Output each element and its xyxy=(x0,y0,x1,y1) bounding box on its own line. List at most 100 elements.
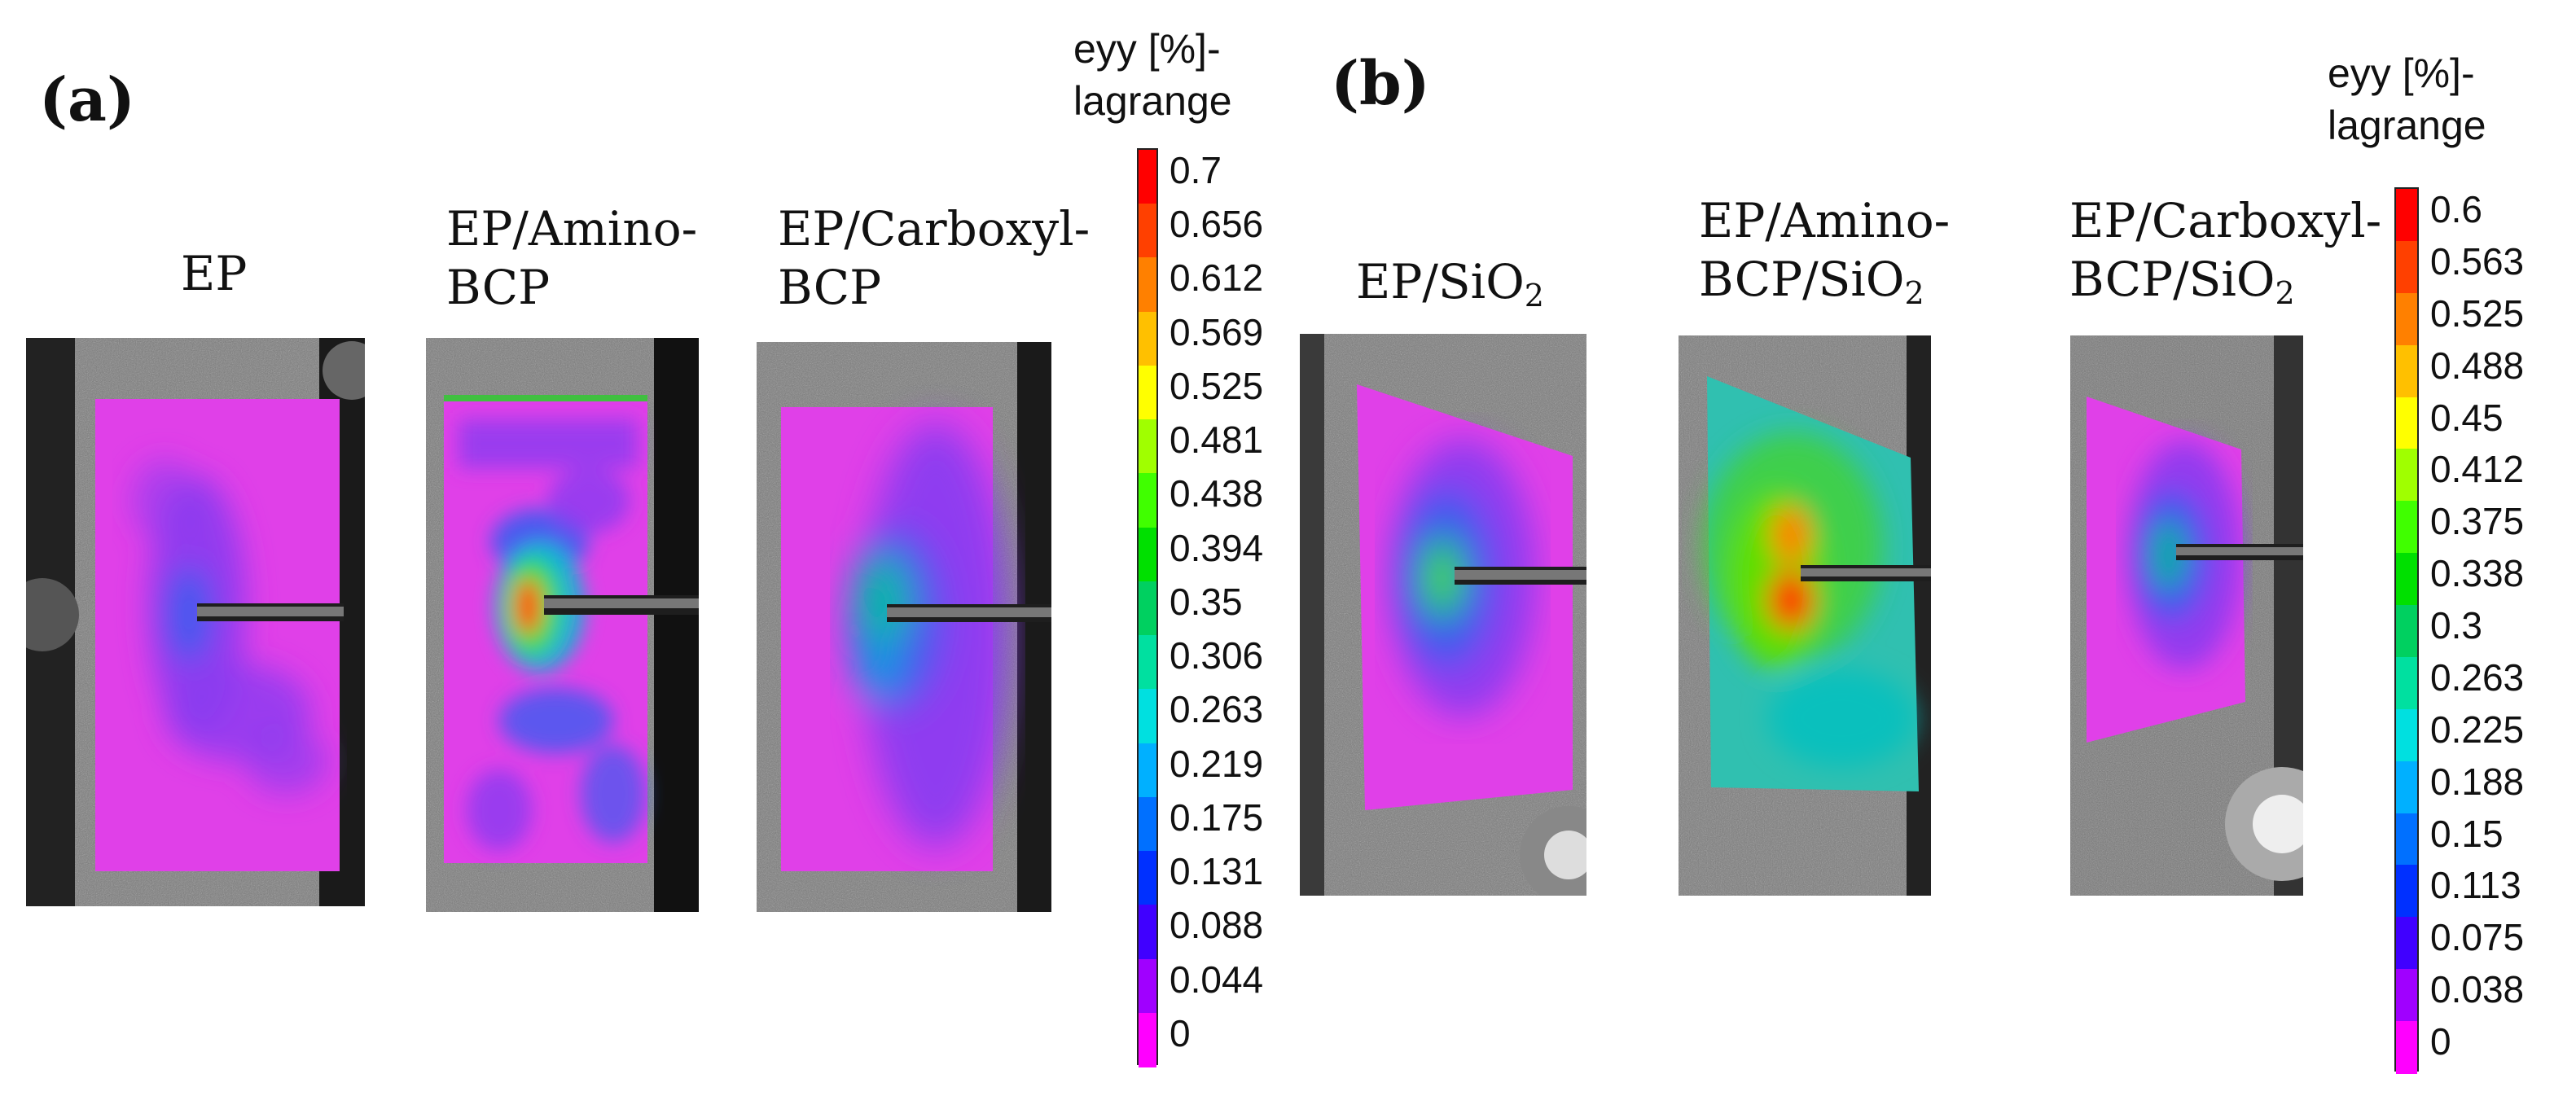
colorbar-segment xyxy=(1139,796,1156,853)
colorbar-segment xyxy=(1139,905,1156,960)
colorbar-tick-label: 0.412 xyxy=(2430,448,2525,491)
colorbar-segment xyxy=(2396,605,2417,658)
colorbar-segment xyxy=(2396,501,2417,554)
specimen-image-ep-carboxyl-bcp xyxy=(757,342,1051,912)
title-line: EP/Amino- xyxy=(1699,193,1951,248)
colorbar-tick-label: 0.044 xyxy=(1170,958,1264,1001)
subscript: 2 xyxy=(1904,275,1924,311)
colorbar-tick-label: 0.188 xyxy=(2430,760,2525,803)
colorbar-segment xyxy=(2396,865,2417,918)
colorbar-segment xyxy=(2396,449,2417,502)
colorbar-segment xyxy=(1139,958,1156,1014)
colorbar-segment xyxy=(1139,527,1156,582)
specimen-title-ep-carboxyl-bcp: EP/Carboxyl- BCP xyxy=(778,199,1090,317)
specimen-image-ep-amino-bcp xyxy=(426,338,699,912)
colorbar-tick-label: 0.113 xyxy=(2430,864,2521,907)
colorbar-tick-label: 0.525 xyxy=(1170,364,1264,407)
colorbar-title-line: eyy [%]- xyxy=(2328,50,2475,96)
specimen-image-ep xyxy=(26,338,365,906)
specimen-image-ep-carboxyl-bcp-sio2 xyxy=(2070,335,2303,896)
colorbar-tick-label: 0.612 xyxy=(1170,256,1264,300)
title-line: BCP/SiO xyxy=(2069,252,2275,307)
colorbar-tick-label: 0.038 xyxy=(2430,968,2525,1011)
colorbar-segment xyxy=(2396,292,2417,346)
colorbar-segment xyxy=(2396,553,2417,607)
colorbar-tick-label: 0.225 xyxy=(2430,708,2525,751)
colorbar-tick-label: 0.15 xyxy=(2430,812,2504,855)
colorbar-segment xyxy=(2396,397,2417,450)
colorbar-title-line: eyy [%]- xyxy=(1073,26,1221,72)
title-line: EP xyxy=(181,246,248,301)
title-line: EP/Carboxyl- xyxy=(2069,193,2382,248)
colorbar-tick-label: 0.525 xyxy=(2430,291,2525,335)
colorbar-segment xyxy=(1139,419,1156,475)
colorbar-tick-label: 0.394 xyxy=(1170,526,1264,569)
colorbar-segment xyxy=(2396,917,2417,971)
colorbar-tick-label: 0.306 xyxy=(1170,634,1264,677)
colorbar-b-title: eyy [%]- lagrange xyxy=(2328,47,2486,151)
colorbar-tick-label: 0.6 xyxy=(2430,188,2482,230)
colorbar-tick-label: 0.35 xyxy=(1170,580,1243,623)
colorbar-segment xyxy=(2396,189,2417,242)
colorbar-tick-label: 0.219 xyxy=(1170,742,1264,785)
colorbar-segment xyxy=(2396,813,2417,866)
colorbar-tick-label: 0.263 xyxy=(2430,655,2525,699)
colorbar-segment xyxy=(1139,311,1156,366)
colorbar-tick-label: 0.175 xyxy=(1170,796,1264,839)
specimen-title-ep: EP xyxy=(181,244,247,303)
colorbar-segment xyxy=(1139,473,1156,528)
colorbar-segment xyxy=(2396,761,2417,814)
colorbar-segment xyxy=(2396,1021,2417,1074)
colorbar-segment xyxy=(1139,150,1156,205)
colorbar-tick-label: 0.45 xyxy=(2430,396,2504,439)
colorbar-tick-label: 0.7 xyxy=(1170,149,1222,191)
specimen-title-ep-carboxyl-bcp-sio2: EP/Carboxyl- BCP/SiO2 xyxy=(2069,191,2381,322)
colorbar-tick-label: 0.088 xyxy=(1170,904,1264,947)
specimen-image-ep-amino-bcp-sio2 xyxy=(1679,335,1931,896)
colorbar-tick-label: 0 xyxy=(1170,1011,1191,1054)
colorbar-tick-label: 0.563 xyxy=(2430,239,2525,283)
title-line: BCP xyxy=(446,260,551,315)
colorbar-tick-label: 0.3 xyxy=(2430,604,2482,647)
title-line: BCP/SiO xyxy=(1699,252,1905,307)
colorbar-segment xyxy=(1139,204,1156,259)
subscript: 2 xyxy=(2275,275,2295,311)
colorbar-tick-label: 0.488 xyxy=(2430,344,2525,387)
specimen-title-ep-amino-bcp-sio2: EP/Amino- BCP/SiO2 xyxy=(1699,191,1950,322)
specimen-title-ep-amino-bcp: EP/Amino- BCP xyxy=(446,199,697,317)
colorbar-segment xyxy=(2396,344,2417,398)
title-line: EP/SiO xyxy=(1356,254,1525,309)
colorbar-segment xyxy=(2396,969,2417,1023)
colorbar-segment xyxy=(1139,257,1156,313)
colorbar-title-line: lagrange xyxy=(1073,78,1232,124)
colorbar-segment xyxy=(1139,851,1156,906)
specimen-title-ep-sio2: EP/SiO2 xyxy=(1356,252,1544,325)
colorbar-title-line: lagrange xyxy=(2328,103,2486,148)
colorbar-a-title: eyy [%]- lagrange xyxy=(1073,23,1232,127)
title-line: EP/Carboxyl- xyxy=(778,201,1091,256)
colorbar-tick-label: 0.481 xyxy=(1170,419,1264,462)
colorbar-tick-label: 0.131 xyxy=(1170,850,1264,893)
colorbar-tick-label: 0.569 xyxy=(1170,310,1264,353)
colorbar-segment xyxy=(1139,365,1156,421)
panel-a-label: (a) xyxy=(39,65,135,135)
colorbar-tick-label: 0.338 xyxy=(2430,552,2525,595)
colorbar-tick-label: 0.375 xyxy=(2430,500,2525,543)
colorbar-segment xyxy=(2396,656,2417,710)
subscript: 2 xyxy=(1524,278,1544,313)
colorbar-a xyxy=(1137,148,1158,1067)
colorbar-segment xyxy=(1139,1012,1156,1067)
colorbar-segment xyxy=(1139,581,1156,637)
panel-b-label: (b) xyxy=(1331,49,1430,119)
colorbar-segment xyxy=(2396,240,2417,294)
title-line: BCP xyxy=(778,260,882,315)
colorbar-segment xyxy=(1139,635,1156,690)
title-line: EP/Amino- xyxy=(446,201,698,256)
colorbar-tick-label: 0.438 xyxy=(1170,472,1264,515)
colorbar-segment xyxy=(1139,689,1156,744)
colorbar-segment xyxy=(1139,743,1156,798)
colorbar-b xyxy=(2394,187,2419,1074)
colorbar-segment xyxy=(2396,708,2417,762)
colorbar-tick-label: 0.075 xyxy=(2430,916,2525,959)
colorbar-tick-label: 0.263 xyxy=(1170,688,1264,731)
